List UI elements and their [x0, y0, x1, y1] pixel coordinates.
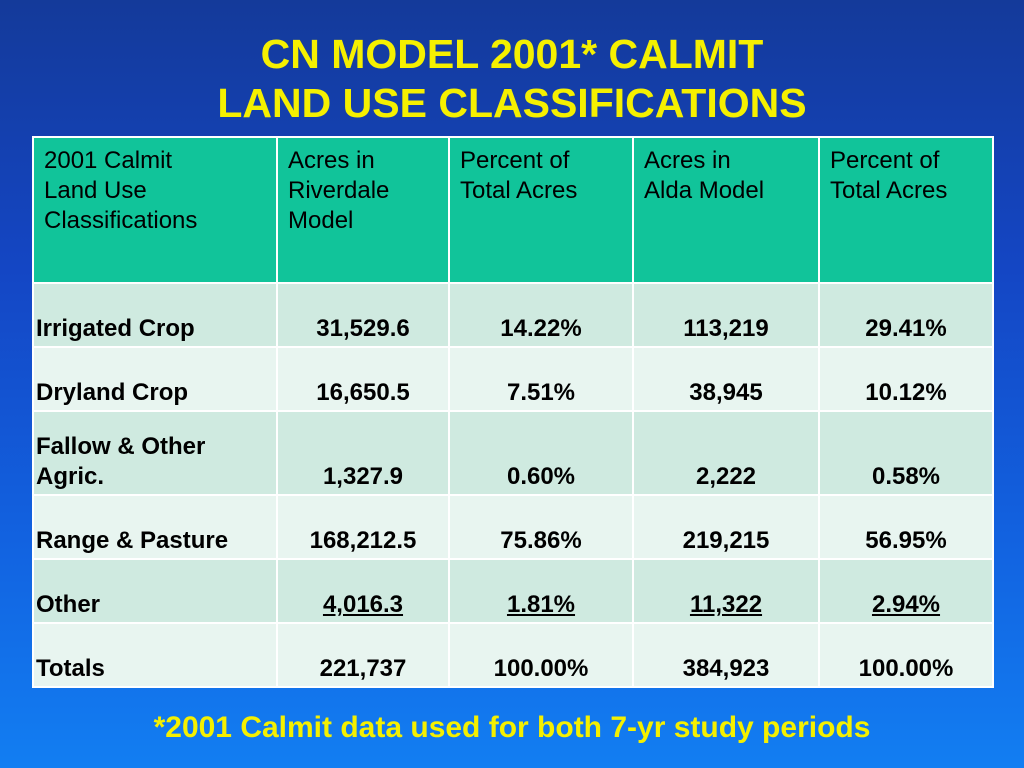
title-line-2: LAND USE CLASSIFICATIONS [217, 80, 807, 126]
riverdale-acres-cell: 4,016.3 [276, 558, 450, 624]
header-riverdale-acres: Acres in Riverdale Model [276, 136, 450, 284]
riverdale-acres-cell: 168,212.5 [276, 494, 450, 560]
slide-title: CN MODEL 2001* CALMIT LAND USE CLASSIFIC… [0, 30, 1024, 128]
row-label: Range & Pasture [32, 494, 278, 560]
alda-percent-cell: 2.94% [818, 558, 994, 624]
alda-acres-cell: 219,215 [632, 494, 820, 560]
row-label: Totals [32, 622, 278, 688]
alda-acres-cell: 2,222 [632, 410, 820, 496]
riverdale-percent-cell: 75.86% [448, 494, 634, 560]
row-label: Fallow & Other Agric. [32, 410, 278, 496]
alda-acres-cell: 38,945 [632, 346, 820, 412]
table-header-row: 2001 Calmit Land Use Classifications Acr… [32, 136, 994, 284]
alda-acres-cell: 384,923 [632, 622, 820, 688]
header-classification: 2001 Calmit Land Use Classifications [32, 136, 278, 284]
row-label: Irrigated Crop [32, 282, 278, 348]
riverdale-percent-cell: 0.60% [448, 410, 634, 496]
riverdale-acres-cell: 221,737 [276, 622, 450, 688]
alda-percent-cell: 0.58% [818, 410, 994, 496]
footnote: *2001 Calmit data used for both 7-yr stu… [153, 711, 871, 744]
alda-acres-cell: 113,219 [632, 282, 820, 348]
table-row-dryland-crop: Dryland Crop 16,650.5 7.51% 38,945 10.12… [32, 346, 994, 412]
alda-acres-cell: 11,322 [632, 558, 820, 624]
table-row-fallow-other: Fallow & Other Agric. 1,327.9 0.60% 2,22… [32, 410, 994, 496]
riverdale-acres-cell: 1,327.9 [276, 410, 450, 496]
riverdale-percent-cell: 1.81% [448, 558, 634, 624]
alda-percent-cell: 10.12% [818, 346, 994, 412]
table-row-other: Other 4,016.3 1.81% 11,322 2.94% [32, 558, 994, 624]
riverdale-percent-cell: 7.51% [448, 346, 634, 412]
row-label: Dryland Crop [32, 346, 278, 412]
table-row-irrigated-crop: Irrigated Crop 31,529.6 14.22% 113,219 2… [32, 282, 994, 348]
header-alda-percent: Percent of Total Acres [818, 136, 994, 284]
land-use-table: 2001 Calmit Land Use Classifications Acr… [32, 136, 994, 688]
table-container: 2001 Calmit Land Use Classifications Acr… [32, 136, 994, 688]
header-riverdale-percent: Percent of Total Acres [448, 136, 634, 284]
riverdale-acres-cell: 31,529.6 [276, 282, 450, 348]
riverdale-acres-cell: 16,650.5 [276, 346, 450, 412]
table-row-totals: Totals 221,737 100.00% 384,923 100.00% [32, 622, 994, 688]
alda-percent-cell: 56.95% [818, 494, 994, 560]
alda-percent-cell: 29.41% [818, 282, 994, 348]
title-line-1: CN MODEL 2001* CALMIT [260, 31, 764, 77]
row-label: Other [32, 558, 278, 624]
riverdale-percent-cell: 14.22% [448, 282, 634, 348]
header-alda-acres: Acres in Alda Model [632, 136, 820, 284]
alda-percent-cell: 100.00% [818, 622, 994, 688]
table-row-range-pasture: Range & Pasture 168,212.5 75.86% 219,215… [32, 494, 994, 560]
riverdale-percent-cell: 100.00% [448, 622, 634, 688]
